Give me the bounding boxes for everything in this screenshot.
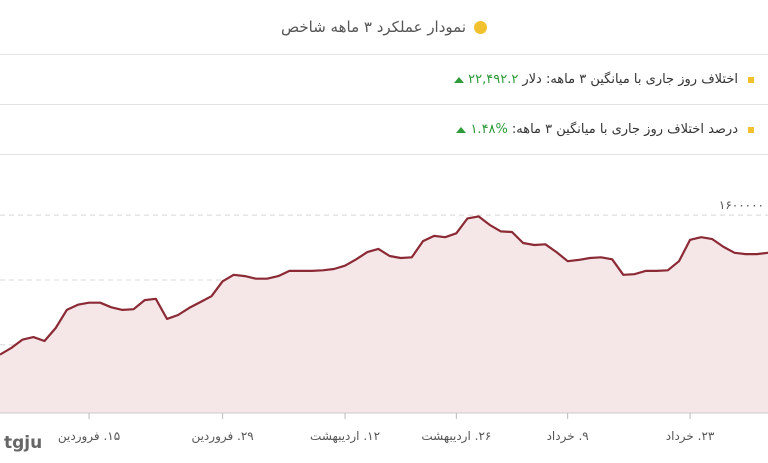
header: نمودار عملکرد ۳ ماهه شاخص (0, 0, 768, 55)
title-dot (474, 20, 488, 34)
y-tick-label: ۱۶۰۰۰۰۰ (719, 198, 764, 212)
info-label: درصد اختلاف روز جاری با میانگین ۳ ماهه: (511, 122, 738, 137)
x-tick-label: ۲۹. فروردین (191, 429, 253, 444)
x-tick-label: ۲۳. خرداد (666, 429, 715, 444)
info-row: درصد اختلاف روز جاری با میانگین ۳ ماهه: … (0, 105, 768, 155)
chart-title: نمودار عملکرد ۳ ماهه شاخص (281, 18, 467, 36)
x-tick-label: ۲۶. اردیبهشت (421, 429, 491, 444)
x-tick-label: ۱۲. اردیبهشت (310, 429, 380, 444)
up-arrow (456, 126, 467, 133)
area-fill (0, 216, 768, 413)
info-row: اختلاف روز جاری با میانگین ۳ ماهه: دلار … (0, 55, 768, 105)
line (0, 215, 768, 356)
bullet (748, 76, 754, 83)
watermark: tgju (4, 433, 42, 453)
info-value: ۲۲,۴۹۲.۲ (468, 72, 519, 87)
bullet (748, 126, 754, 133)
info-value: ۱.۴۸% (470, 122, 508, 137)
info-label: اختلاف روز جاری با میانگین ۳ ماهه: دلار (522, 72, 738, 87)
x-tick-label: ۹. خرداد (547, 429, 589, 444)
up-arrow (454, 76, 465, 83)
x-tick-label: ۱۵. فروردین (58, 429, 120, 444)
